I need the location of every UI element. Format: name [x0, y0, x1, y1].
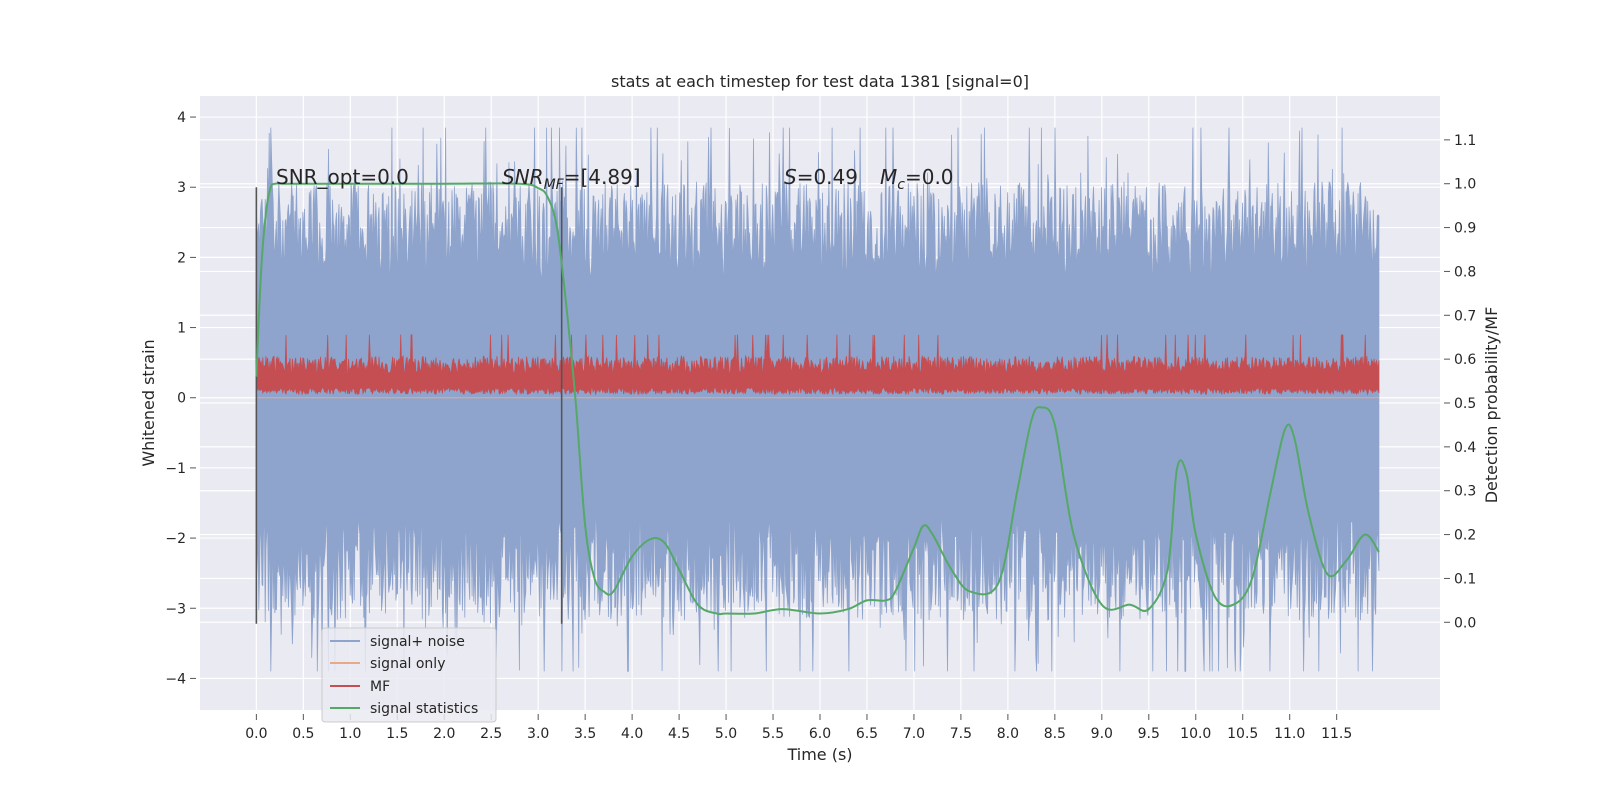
y-right-tick-label: 0.8 [1454, 264, 1476, 280]
y-left-tick-label: 3 [177, 180, 186, 196]
series-signal-noise [255, 127, 1380, 672]
x-tick-label: 8.0 [997, 726, 1019, 742]
x-tick-label: 10.5 [1227, 726, 1258, 742]
legend-label-signal-statistics: signal statistics [370, 701, 478, 717]
annotation-mc-name: M [880, 165, 897, 189]
y-right-tick-label: 0.5 [1454, 396, 1476, 412]
y-right-tick-label: 0.0 [1454, 615, 1476, 631]
y-left-tick-label: −2 [165, 531, 186, 547]
annotation-snr-opt: SNR_opt=0.0 [276, 165, 409, 189]
x-tick-label: 0.0 [245, 726, 267, 742]
series-signal-statistics [255, 182, 1380, 616]
x-tick-label: 10.0 [1180, 726, 1211, 742]
annotation-group: SNR_opt=0.0 SNRMF=[4.89] S=0.49 Mc=0.0 [276, 165, 954, 193]
x-tick-label: 9.0 [1091, 726, 1113, 742]
y-right-tick-label: 0.9 [1454, 221, 1476, 237]
y-left-tick-label: −3 [165, 601, 186, 617]
plot-area [255, 127, 1380, 672]
annotation-s-value: =0.49 [797, 165, 858, 189]
x-tick-label: 3.5 [574, 726, 596, 742]
y-right-tick-label: 0.4 [1454, 440, 1476, 456]
series-mf [255, 334, 1380, 396]
annotation-mc: Mc=0.0 [880, 165, 954, 193]
annotation-s-name: S [784, 165, 797, 189]
y-right-tick-label: 0.3 [1454, 484, 1476, 500]
y-right-tick-label: 0.1 [1454, 571, 1476, 587]
y-left-tick-label: 4 [177, 110, 186, 126]
annotation-mc-sub: c [897, 177, 905, 193]
x-tick-label: 7.5 [950, 726, 972, 742]
y-axis-right-label: Detection probability/MF [1482, 307, 1501, 504]
x-axis-label: Time (s) [786, 745, 852, 764]
x-tick-label: 5.0 [715, 726, 737, 742]
legend-label-signal-only: signal only [370, 656, 445, 672]
y-left-tick-label: 0 [177, 391, 186, 407]
y-right-tick-label: 0.6 [1454, 352, 1476, 368]
legend-label-signal-noise: signal+ noise [370, 634, 465, 650]
x-tick-label: 2.5 [480, 726, 502, 742]
legend: signal+ noise signal only MF signal stat… [321, 627, 497, 723]
annotation-snr-mf: SNRMF=[4.89] [502, 165, 641, 193]
x-tick-label: 4.0 [621, 726, 643, 742]
x-tick-label: 1.5 [386, 726, 408, 742]
x-tick-label: 11.5 [1321, 726, 1352, 742]
annotation-snr-mf-name: SNR [502, 165, 544, 189]
annotation-snr-mf-value: =[4.89] [564, 165, 641, 189]
y-left-tick-label: 2 [177, 250, 186, 266]
legend-label-mf: MF [370, 679, 390, 695]
x-tick-label: 0.5 [292, 726, 314, 742]
annotation-mc-value: =0.0 [905, 165, 954, 189]
x-tick-label: 1.0 [339, 726, 361, 742]
y-right-tick-label: 0.2 [1454, 528, 1476, 544]
y-right-tick-label: 0.7 [1454, 308, 1476, 324]
y-left-tick-label: −1 [165, 461, 186, 477]
annotation-snr-mf-sub: MF [544, 177, 565, 193]
tick-layer: 0.0 0.5 1.0 1.5 2.0 2.5 3.0 3.5 4.0 4.5 5.0 5.5 6.0 6… [165, 110, 1476, 742]
annotation-s: S=0.49 [784, 165, 858, 189]
y-axis-left-label: Whitened strain [139, 339, 158, 466]
chart-title: stats at each timestep for test data 138… [611, 72, 1029, 91]
x-tick-label: 3.0 [527, 726, 549, 742]
y-left-tick-label: 1 [177, 321, 186, 337]
x-tick-label: 9.5 [1138, 726, 1160, 742]
y-left-tick-label: −4 [165, 671, 186, 687]
x-tick-label: 5.5 [762, 726, 784, 742]
legend-box [321, 627, 497, 723]
x-tick-label: 11.0 [1274, 726, 1305, 742]
x-tick-label: 6.5 [856, 726, 878, 742]
x-tick-label: 7.0 [903, 726, 925, 742]
y-right-tick-label: 1.0 [1454, 177, 1476, 193]
x-tick-label: 6.0 [809, 726, 831, 742]
x-tick-label: 2.0 [433, 726, 455, 742]
y-right-tick-label: 1.1 [1454, 133, 1476, 149]
x-tick-label: 8.5 [1044, 726, 1066, 742]
x-tick-label: 4.5 [668, 726, 690, 742]
